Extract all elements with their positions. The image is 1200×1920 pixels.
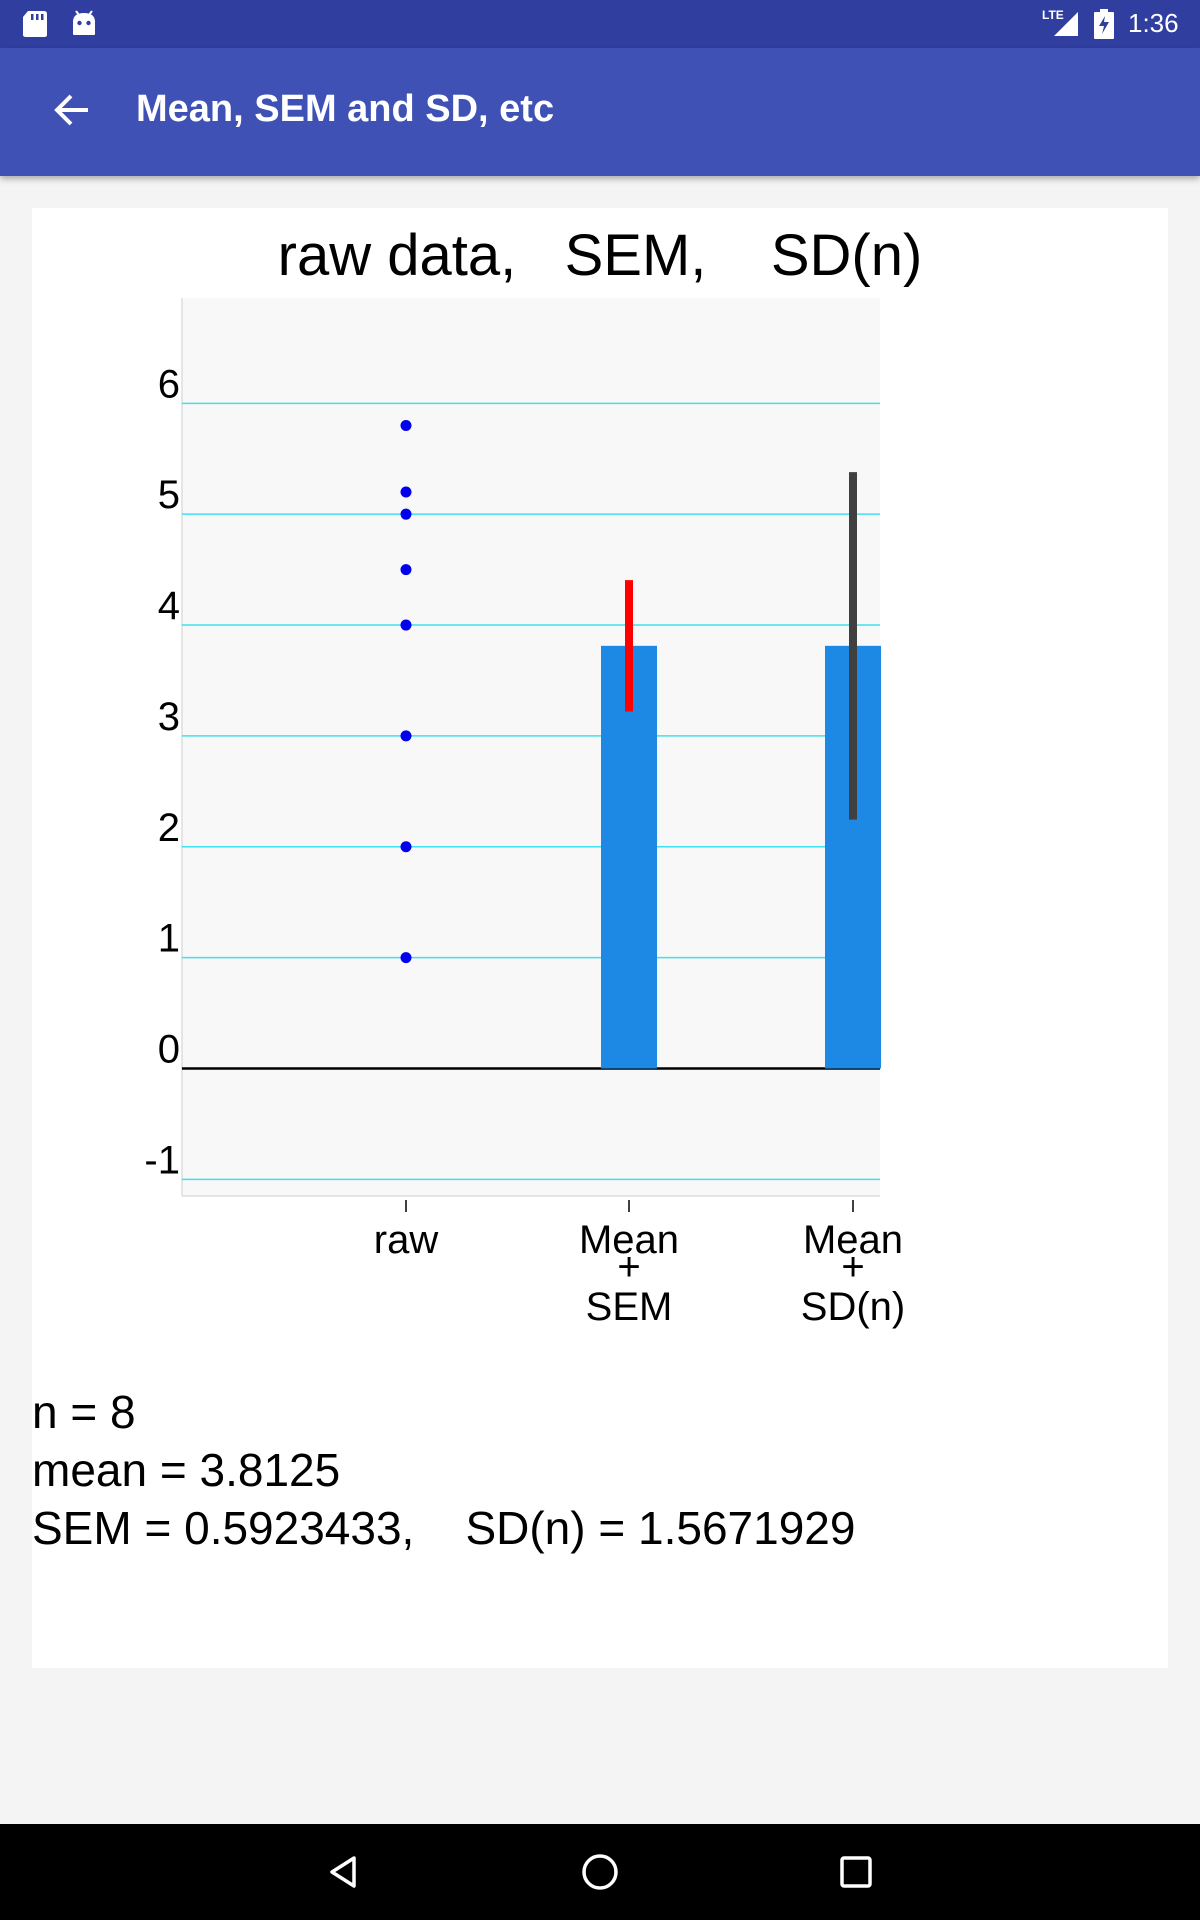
x-category-label: SD(n) [801,1285,905,1329]
battery-charging-icon [1094,9,1114,39]
x-category-label: Mean [803,1218,903,1262]
y-tick-label: 6 [158,362,180,406]
nav-back-button[interactable] [314,1842,374,1902]
raw-data-point [400,619,412,631]
stat-mean: mean = 3.8125 [32,1444,341,1496]
y-tick-label: 5 [158,473,180,517]
raw-data-point [400,419,412,431]
arrow-back-icon [54,94,88,126]
network-type: LTE [1042,8,1064,22]
raw-data-point [400,841,412,853]
x-category-label: SEM [586,1285,673,1329]
sd-card-icon [23,11,47,37]
raw-data-point [400,952,412,964]
raw-data-point [400,730,412,742]
back-triangle-icon [330,1856,356,1888]
clock: 1:36 [1128,8,1179,38]
stat-n: n = 8 [32,1386,136,1438]
y-tick-label: -1 [144,1138,180,1182]
stat-sem-sd: SEM = 0.5923433, SD(n) = 1.5671929 [32,1502,856,1554]
raw-data-point [400,508,412,520]
recents-square-icon [840,1856,872,1888]
back-button[interactable] [40,78,104,142]
page-title: Mean, SEM and SD, etc [136,88,555,130]
mean-bar [601,645,657,1069]
raw-data-point [400,486,412,498]
nav-home-button[interactable] [570,1842,630,1902]
y-tick-label: 0 [158,1028,180,1072]
x-category-label: + [617,1245,640,1289]
app-bar: Mean, SEM and SD, etc [0,48,1200,176]
y-tick-label: 4 [158,584,180,628]
y-tick-label: 1 [158,917,180,961]
signal-icon [1054,12,1078,36]
y-tick-label: 2 [158,806,180,850]
x-category-label: + [841,1245,864,1289]
stats-block: n = 8 mean = 3.8125 SEM = 0.5923433, SD(… [32,1383,855,1557]
status-bar: LTE 1:36 [0,0,1200,48]
y-tick-label: 3 [158,695,180,739]
android-icon [73,10,95,35]
x-category-label: Mean [579,1218,679,1262]
x-category-label: raw [374,1218,439,1262]
content-card: raw data, SEM, SD(n) -1 0 1 2 3 4 5 6 raw Mean + SE… [32,208,1168,1668]
home-circle-icon [582,1854,618,1890]
navigation-bar [0,1824,1200,1920]
nav-recents-button[interactable] [826,1842,886,1902]
raw-data-point [400,564,412,576]
chart-title: raw data, SEM, SD(n) [277,223,923,288]
plot-area [182,298,880,1196]
